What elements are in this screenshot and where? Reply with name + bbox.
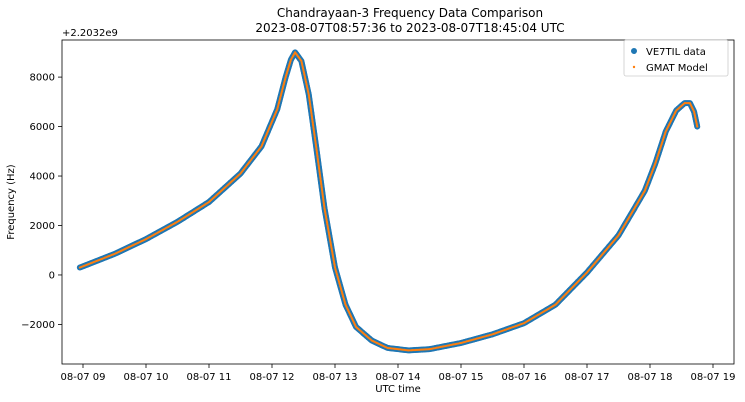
y-tick-label: −2000 <box>21 320 55 331</box>
x-tick-label: 08-07 12 <box>250 372 295 383</box>
x-tick-label: 08-07 17 <box>565 372 610 383</box>
plot-frame <box>61 39 735 365</box>
y-tick-label: 4000 <box>30 172 55 183</box>
series-gmat-model <box>78 51 699 352</box>
x-tick-label: 08-07 13 <box>313 372 358 383</box>
y-axis-label: Frequency (Hz) <box>6 164 17 240</box>
x-tick-label: 08-07 16 <box>502 372 547 383</box>
chart-title: Chandrayaan-3 Frequency Data Comparison <box>277 6 543 20</box>
legend-label-ve7til: VE7TIL data <box>646 47 706 58</box>
x-tick-label: 08-07 10 <box>124 372 169 383</box>
x-tick-label: 08-07 15 <box>439 372 484 383</box>
x-axis-ticks: 08-07 09 08-07 10 08-07 11 08-07 12 08-07 13… <box>61 364 736 383</box>
legend-marker-ve7til <box>631 48 637 54</box>
x-tick-label: 08-07 14 <box>376 372 421 383</box>
y-axis-ticks: −2000 0 2000 4000 6000 8000 <box>21 73 62 331</box>
x-tick-label: 08-07 19 <box>691 372 736 383</box>
chart-subtitle: 2023-08-07T08:57:36 to 2023-08-07T18:45:… <box>255 21 564 35</box>
legend-marker-gmat <box>632 65 636 69</box>
y-tick-label: 6000 <box>30 122 55 133</box>
x-tick-label: 08-07 09 <box>61 372 106 383</box>
x-tick-label: 08-07 11 <box>187 372 232 383</box>
legend-box <box>623 39 729 77</box>
plot-marks <box>76 49 701 354</box>
x-tick-label: 08-07 18 <box>628 372 673 383</box>
legend: VE7TIL data GMAT Model <box>623 39 729 77</box>
series-ve7til-data <box>76 49 701 354</box>
y-offset-label: +2.2032e9 <box>62 28 118 39</box>
x-axis-label: UTC time <box>375 384 421 395</box>
data-point <box>696 125 699 128</box>
y-tick-label: 2000 <box>30 221 55 232</box>
y-tick-label: 8000 <box>30 73 55 84</box>
legend-label-gmat: GMAT Model <box>646 63 708 74</box>
y-tick-label: 0 <box>49 270 55 281</box>
